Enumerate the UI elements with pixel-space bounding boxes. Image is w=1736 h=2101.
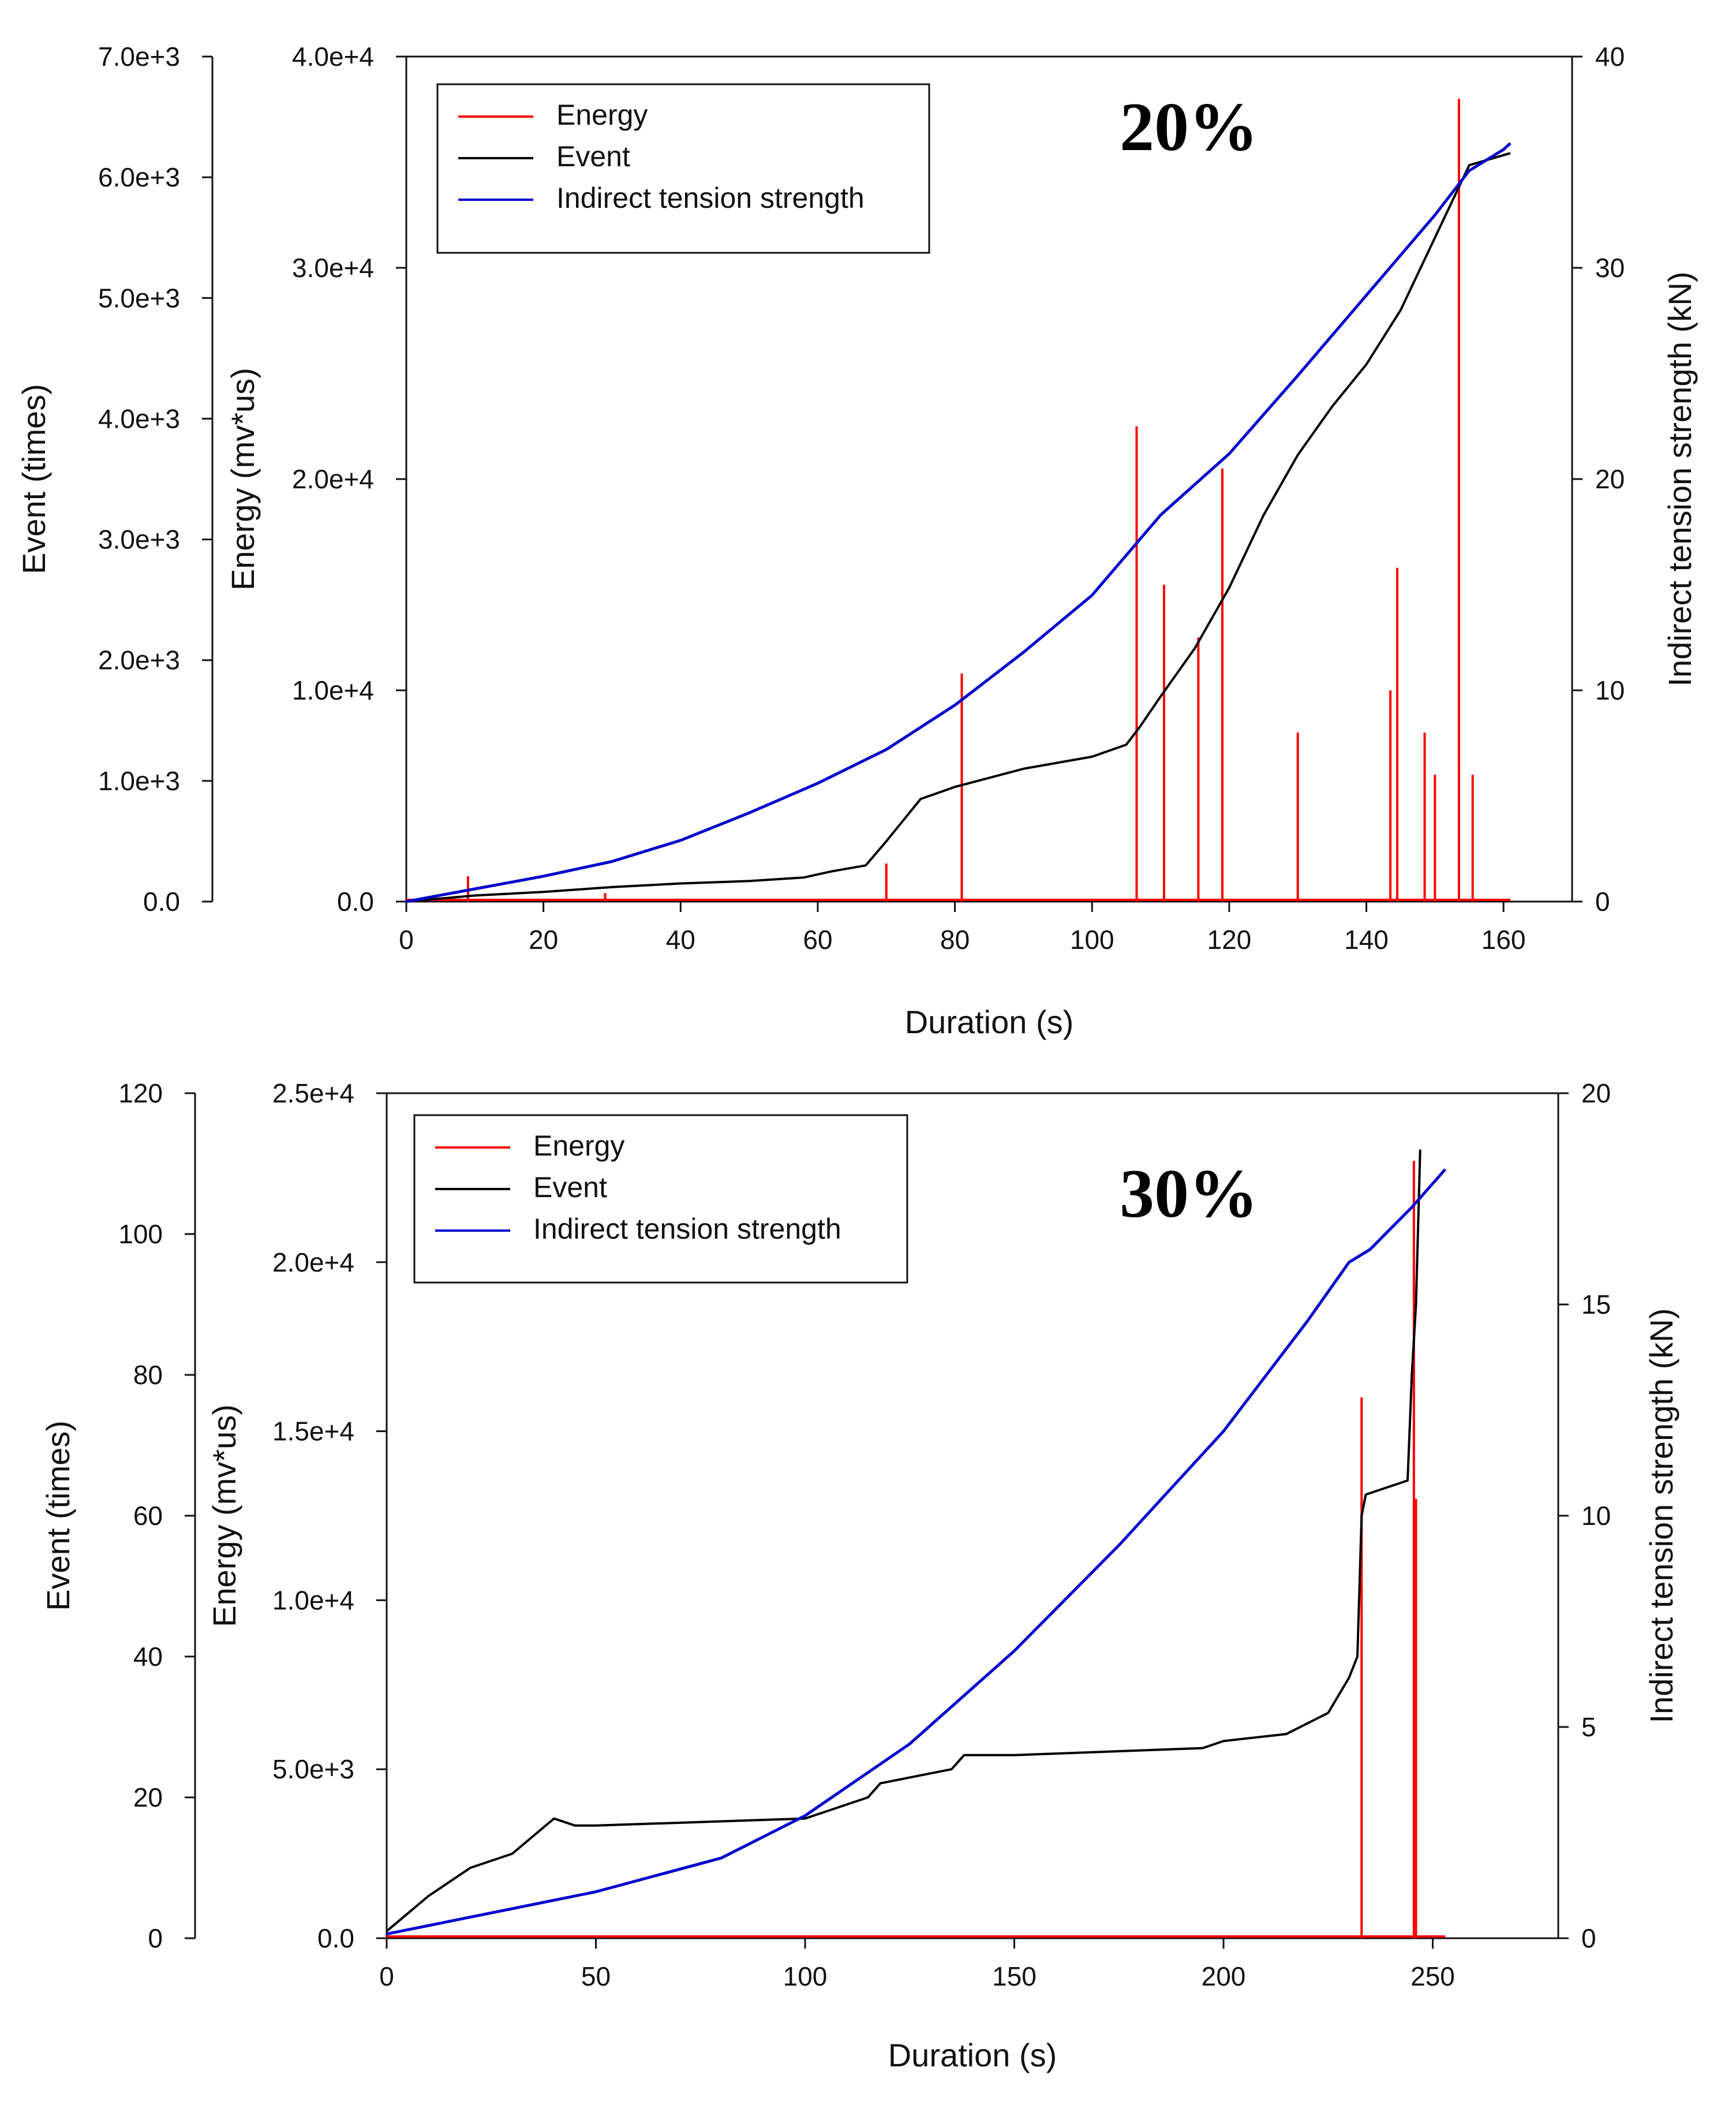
energy-tick-label: 2.5e+4 [272,1078,354,1108]
strength-axis-title: Indirect tension strength (kN) [1643,1309,1679,1724]
strength-tick-label: 40 [1595,42,1625,72]
x-tick-label: 250 [1410,1961,1455,1991]
strength-tick-label: 10 [1595,675,1625,705]
chart-annotation: 30% [1120,1155,1258,1232]
event-tick-label: 100 [118,1219,163,1249]
event-axis-title: Event (times) [40,1420,76,1611]
x-tick-label: 150 [992,1961,1037,1991]
strength-series-line [386,1168,1447,1936]
x-axis-title: Duration (s) [888,2037,1057,2073]
x-tick-label: 40 [666,925,695,955]
strength-tick-label: 10 [1581,1501,1611,1531]
legend-label: Energy [556,99,648,131]
energy-axis-title: Energy (mv*us) [225,368,261,590]
strength-tick-label: 0 [1581,1923,1596,1953]
legend: Energy Event Indirect tension strength [413,1114,908,1284]
strength-tick-label: 20 [1595,464,1625,494]
energy-tick-label: 1.5e+4 [272,1416,354,1446]
strength-tick-label: 30 [1595,253,1625,283]
x-tick-label: 120 [1207,925,1252,955]
event-tick-label: 80 [133,1360,163,1390]
event-tick-label: 6.0e+3 [98,162,180,192]
legend-label: Event [533,1171,607,1203]
x-tick-label: 80 [940,925,970,955]
event-series-line [386,1149,1421,1932]
x-tick-label: 60 [803,925,832,955]
legend-box [413,1114,908,1284]
energy-tick-label: 3.0e+4 [292,253,374,283]
event-axis-title: Event (times) [16,384,52,574]
event-series-line [406,152,1511,903]
legend-label: Event [556,140,630,173]
energy-series [406,99,1511,902]
x-tick-label: 50 [581,1961,611,1991]
energy-series [387,1161,1446,1938]
event-tick-label: 0.0 [143,887,180,917]
strength-tick-label: 15 [1581,1289,1611,1319]
energy-tick-label: 5.0e+3 [272,1754,354,1784]
legend-label: Energy [533,1130,624,1162]
chart-annotation: 20% [1120,88,1258,165]
energy-tick-label: 0.0 [337,887,374,917]
event-tick-label: 120 [118,1078,163,1108]
energy-tick-label: 1.0e+4 [292,675,374,705]
x-tick-label: 0 [399,925,414,955]
energy-tick-label: 0.0 [317,1923,354,1953]
energy-tick-label: 1.0e+4 [272,1585,354,1615]
strength-tick-label: 0 [1595,887,1610,917]
event-tick-label: 4.0e+3 [98,403,180,433]
energy-tick-label: 2.0e+4 [292,464,374,494]
x-tick-label: 100 [1070,925,1114,955]
event-tick-label: 0 [148,1923,163,1953]
x-tick-label: 140 [1344,925,1389,955]
legend: Energy Event Indirect tension strength [436,83,930,254]
event-tick-label: 1.0e+3 [98,766,180,796]
x-axis-title: Duration (s) [905,1004,1074,1040]
event-tick-label: 5.0e+3 [98,283,180,313]
x-tick-label: 0 [379,1961,394,1991]
event-tick-label: 20 [133,1782,163,1812]
event-tick-label: 2.0e+3 [98,645,180,675]
energy-axis-title: Energy (mv*us) [206,1404,242,1627]
legend-box [436,83,930,254]
strength-tick-label: 5 [1581,1712,1596,1742]
event-tick-label: 60 [133,1501,163,1531]
strength-axis-title: Indirect tension strength (kN) [1662,272,1698,687]
strength-series-line [406,142,1511,903]
strength-tick-label: 20 [1581,1078,1611,1108]
x-tick-label: 200 [1202,1961,1246,1991]
x-tick-label: 20 [529,925,558,955]
legend-label: Indirect tension strength [533,1213,841,1245]
event-tick-label: 3.0e+3 [98,525,180,555]
event-tick-label: 40 [133,1642,163,1672]
event-tick-label: 7.0e+3 [98,42,180,72]
x-tick-label: 160 [1481,925,1526,955]
x-tick-label: 100 [783,1961,828,1991]
energy-tick-label: 4.0e+4 [292,42,374,72]
energy-tick-label: 2.0e+4 [272,1247,354,1277]
legend-label: Indirect tension strength [556,182,865,214]
